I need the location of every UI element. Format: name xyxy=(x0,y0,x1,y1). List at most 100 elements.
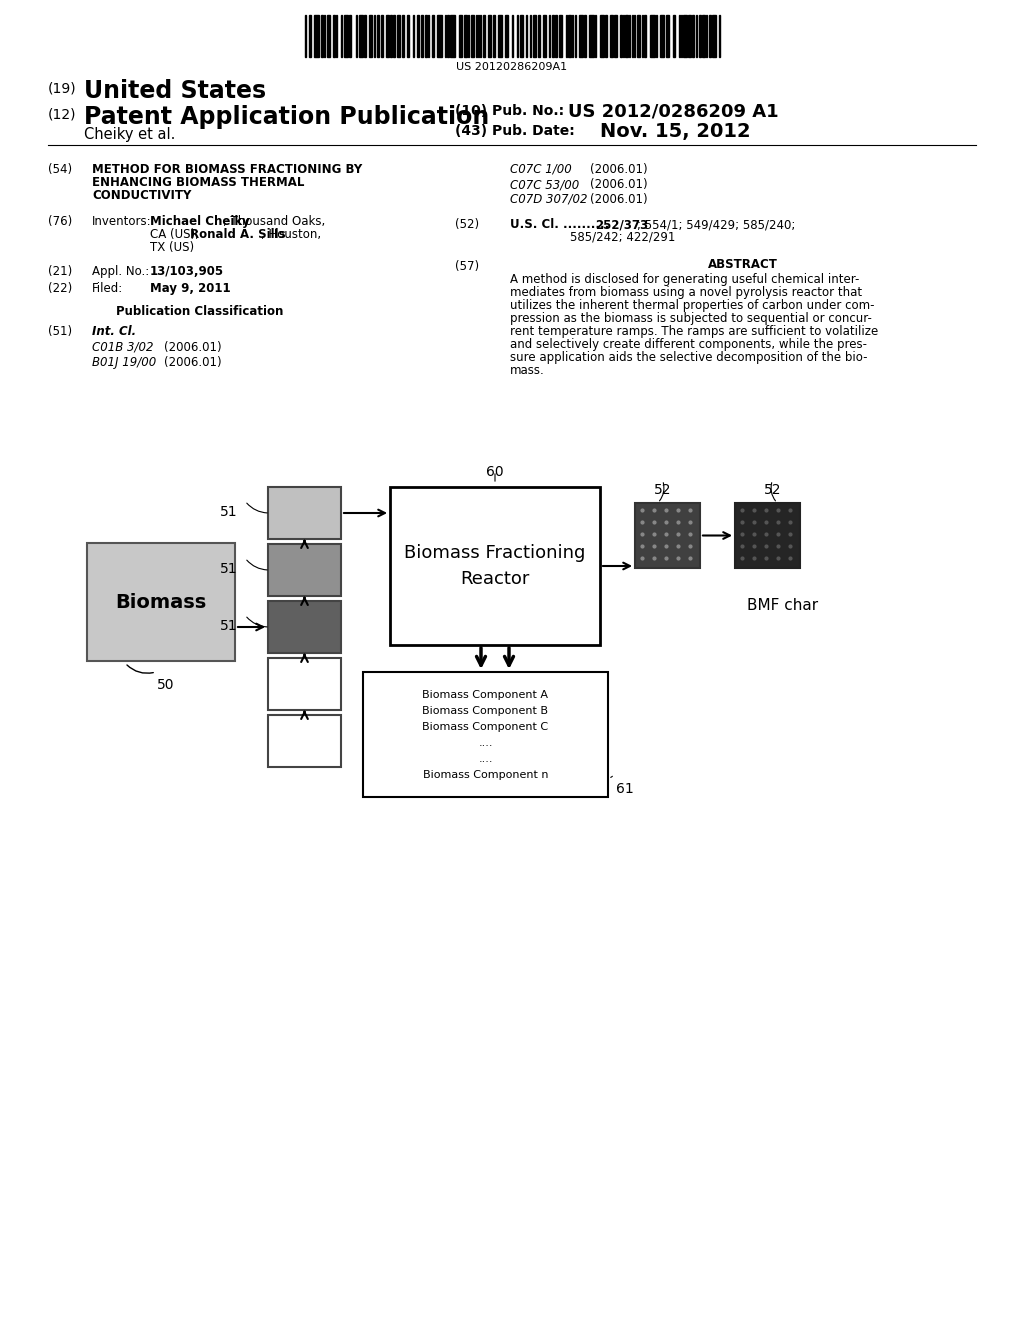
Bar xyxy=(483,15,485,57)
Text: Int. Cl.: Int. Cl. xyxy=(92,325,136,338)
Bar xyxy=(327,15,330,57)
Bar xyxy=(377,15,379,57)
Text: Inventors:: Inventors: xyxy=(92,215,152,228)
Text: 60: 60 xyxy=(486,465,504,479)
Bar xyxy=(369,15,372,57)
Bar xyxy=(314,15,319,57)
Bar xyxy=(555,15,557,57)
Bar xyxy=(520,15,523,57)
Bar xyxy=(498,15,502,57)
Text: (43) Pub. Date:: (43) Pub. Date: xyxy=(455,124,574,139)
Text: pression as the biomass is subjected to sequential or concur-: pression as the biomass is subjected to … xyxy=(510,312,871,325)
Text: B01J 19/00: B01J 19/00 xyxy=(92,356,157,370)
Text: ....: .... xyxy=(478,738,493,748)
Bar xyxy=(268,487,341,539)
Text: 51: 51 xyxy=(220,562,238,576)
Text: ABSTRACT: ABSTRACT xyxy=(708,257,778,271)
Bar xyxy=(584,15,586,57)
Text: C07C 53/00: C07C 53/00 xyxy=(510,178,580,191)
Bar xyxy=(390,487,600,645)
Text: Biomass Component A: Biomass Component A xyxy=(423,690,549,700)
Bar xyxy=(268,657,341,710)
Bar xyxy=(692,15,694,57)
Bar xyxy=(543,15,546,57)
Text: Cheiky et al.: Cheiky et al. xyxy=(84,127,175,143)
Bar xyxy=(359,15,362,57)
Bar xyxy=(568,15,571,57)
Bar xyxy=(333,15,335,57)
Text: US 2012/0286209 A1: US 2012/0286209 A1 xyxy=(568,102,778,120)
Bar xyxy=(699,15,701,57)
Bar xyxy=(589,15,594,57)
Text: BMF char: BMF char xyxy=(746,598,818,612)
Text: mediates from biomass using a novel pyrolysis reactor that: mediates from biomass using a novel pyro… xyxy=(510,286,862,300)
Bar xyxy=(635,503,700,568)
Text: U.S. Cl. ..........: U.S. Cl. .......... xyxy=(510,218,609,231)
Bar xyxy=(538,15,540,57)
Text: US 20120286209A1: US 20120286209A1 xyxy=(457,62,567,73)
Bar xyxy=(712,15,716,57)
Text: (2006.01): (2006.01) xyxy=(164,356,221,370)
Bar xyxy=(610,15,613,57)
Text: mass.: mass. xyxy=(510,364,545,378)
Bar xyxy=(421,15,423,57)
Text: (2006.01): (2006.01) xyxy=(164,341,221,354)
Text: C07C 1/00: C07C 1/00 xyxy=(510,162,571,176)
Bar xyxy=(505,15,508,57)
Text: (12): (12) xyxy=(48,108,77,121)
Bar xyxy=(390,15,392,57)
Bar xyxy=(386,15,389,57)
Text: (57): (57) xyxy=(455,260,479,273)
Text: (19): (19) xyxy=(48,82,77,96)
Bar xyxy=(321,15,323,57)
Text: 52: 52 xyxy=(764,483,781,498)
Text: (2006.01): (2006.01) xyxy=(590,193,647,206)
Text: A method is disclosed for generating useful chemical inter-: A method is disclosed for generating use… xyxy=(510,273,859,286)
Bar xyxy=(600,15,604,57)
Text: Nov. 15, 2012: Nov. 15, 2012 xyxy=(600,121,751,141)
Text: 51: 51 xyxy=(220,506,238,519)
Bar xyxy=(268,601,341,653)
Bar xyxy=(579,15,583,57)
Bar xyxy=(660,15,664,57)
Text: (51): (51) xyxy=(48,325,72,338)
Text: C01B 3/02: C01B 3/02 xyxy=(92,341,154,354)
Bar xyxy=(605,15,607,57)
Bar xyxy=(364,15,366,57)
Text: 51: 51 xyxy=(220,619,238,634)
Bar xyxy=(683,15,687,57)
Bar xyxy=(488,15,490,57)
Text: CONDUCTIVITY: CONDUCTIVITY xyxy=(92,189,191,202)
Bar xyxy=(397,15,400,57)
Bar xyxy=(447,15,449,57)
Bar xyxy=(362,672,608,797)
Bar xyxy=(620,15,622,57)
Text: (21): (21) xyxy=(48,265,73,279)
Text: TX (US): TX (US) xyxy=(150,242,195,253)
Text: Ronald A. Sills: Ronald A. Sills xyxy=(190,228,286,242)
Bar xyxy=(344,15,348,57)
Bar xyxy=(709,15,711,57)
Bar xyxy=(402,15,404,57)
Bar xyxy=(702,15,705,57)
Text: ENHANCING BIOMASS THERMAL: ENHANCING BIOMASS THERMAL xyxy=(92,176,304,189)
Text: (52): (52) xyxy=(455,218,479,231)
Text: , Thousand Oaks,: , Thousand Oaks, xyxy=(223,215,326,228)
Text: Biomass: Biomass xyxy=(116,593,207,611)
Text: May 9, 2011: May 9, 2011 xyxy=(150,282,230,294)
Bar xyxy=(650,15,655,57)
Text: Biomass Component B: Biomass Component B xyxy=(423,706,549,715)
Bar xyxy=(393,15,395,57)
Text: Patent Application Publication: Patent Application Publication xyxy=(84,106,489,129)
Text: 50: 50 xyxy=(157,678,174,692)
Text: (10) Pub. No.:: (10) Pub. No.: xyxy=(455,104,573,117)
Text: United States: United States xyxy=(84,79,266,103)
Bar xyxy=(381,15,383,57)
Text: utilizes the inherent thermal properties of carbon under com-: utilizes the inherent thermal properties… xyxy=(510,300,874,312)
Bar xyxy=(425,15,427,57)
Bar xyxy=(268,601,341,653)
Text: 61: 61 xyxy=(616,781,634,796)
Bar xyxy=(637,15,640,57)
Bar xyxy=(459,15,462,57)
Text: Michael Cheiky: Michael Cheiky xyxy=(150,215,250,228)
